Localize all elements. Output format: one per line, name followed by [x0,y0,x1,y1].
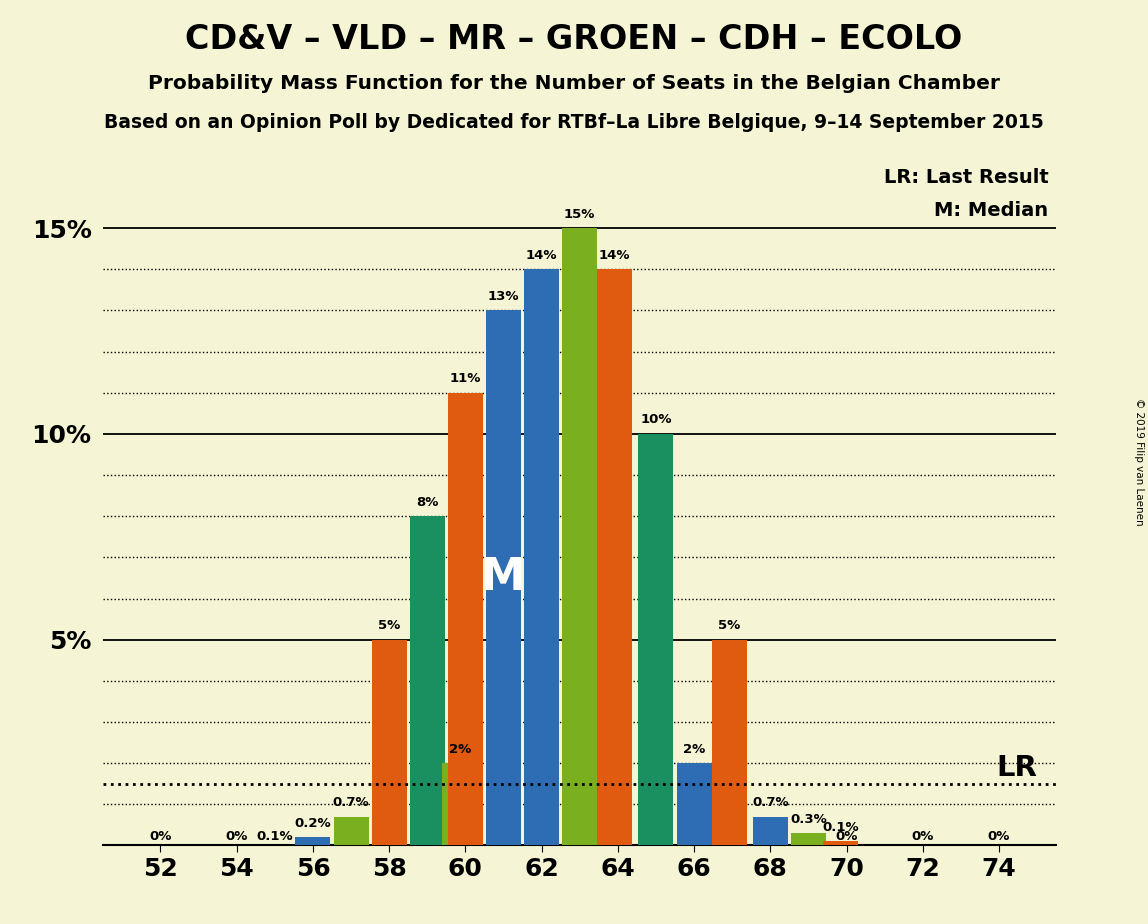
Text: 15%: 15% [564,208,596,221]
Bar [295,837,331,845]
Text: M: M [481,556,526,600]
Text: 0%: 0% [912,831,934,844]
Text: 0.1%: 0.1% [822,821,859,834]
Text: © 2019 Filip van Laenen: © 2019 Filip van Laenen [1134,398,1143,526]
Text: 2%: 2% [683,743,705,756]
Bar [486,310,521,845]
Text: 11%: 11% [450,372,481,385]
Text: 10%: 10% [641,413,672,427]
Bar [753,817,788,845]
Text: 0.1%: 0.1% [256,831,293,844]
Bar [334,817,369,845]
Bar [448,393,483,845]
Text: Based on an Opinion Poll by Dedicated for RTBf–La Libre Belgique, 9–14 September: Based on an Opinion Poll by Dedicated fo… [104,113,1044,132]
Text: 0%: 0% [225,831,248,844]
Bar [823,842,859,845]
Text: 2%: 2% [449,743,471,756]
Bar [442,763,478,845]
Text: 0%: 0% [149,831,172,844]
Text: 0%: 0% [836,831,858,844]
Text: 0.2%: 0.2% [295,817,332,830]
Text: LR: Last Result: LR: Last Result [884,168,1048,188]
Bar [712,639,746,845]
Text: 0.7%: 0.7% [333,796,370,809]
Text: 5%: 5% [378,619,401,632]
Text: 5%: 5% [718,619,740,632]
Text: 13%: 13% [488,290,519,303]
Bar [372,639,406,845]
Bar [563,228,597,845]
Text: LR: LR [996,754,1037,782]
Text: 14%: 14% [526,249,558,261]
Bar [597,269,633,845]
Bar [676,763,712,845]
Bar [638,434,674,845]
Text: Probability Mass Function for the Number of Seats in the Belgian Chamber: Probability Mass Function for the Number… [148,74,1000,93]
Text: M: Median: M: Median [934,201,1048,220]
Text: CD&V – VLD – MR – GROEN – CDH – ECOLO: CD&V – VLD – MR – GROEN – CDH – ECOLO [185,23,963,56]
Text: 0.3%: 0.3% [790,813,827,826]
Bar [525,269,559,845]
Bar [791,833,825,845]
Bar [410,517,444,845]
Text: 0.7%: 0.7% [752,796,789,809]
Text: 8%: 8% [416,496,439,509]
Text: 0%: 0% [987,831,1010,844]
Text: 14%: 14% [599,249,630,261]
